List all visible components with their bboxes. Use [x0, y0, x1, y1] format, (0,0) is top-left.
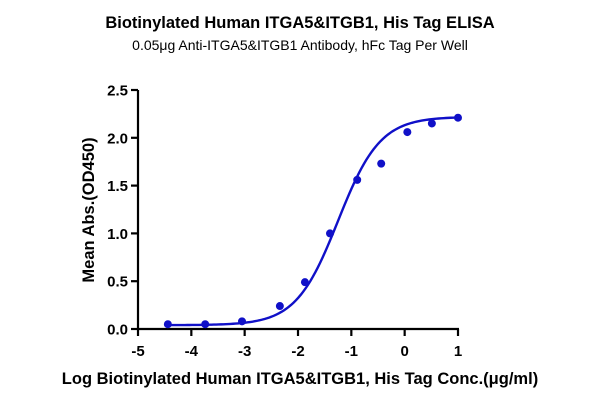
- y-tick-label: 0.5: [107, 274, 128, 291]
- x-tick-label: -4: [185, 343, 199, 360]
- data-point: [326, 229, 334, 238]
- data-point: [353, 175, 362, 184]
- y-tick-label: 1.0: [107, 226, 128, 243]
- y-tick-label: 0.0: [107, 322, 128, 339]
- x-tick-label: 1: [454, 343, 462, 360]
- data-point: [454, 113, 462, 122]
- data-point: [238, 317, 246, 326]
- x-tick-label: -1: [345, 343, 358, 360]
- data-point: [427, 119, 436, 128]
- data-point: [403, 128, 412, 137]
- y-tick-label: 1.5: [107, 178, 128, 195]
- data-point: [300, 278, 309, 287]
- data-points: [163, 113, 462, 329]
- chart-title: Biotinylated Human ITGA5&ITGB1, His Tag …: [105, 14, 495, 32]
- x-tick-label: -3: [238, 343, 251, 360]
- x-tick-label: 0: [400, 343, 408, 360]
- fit-curve: [167, 116, 459, 327]
- chart-axes: 0.0 0.5 1.0 1.5 2.0 2.5 -5 -4 -3 -2 -1 0 1: [107, 83, 462, 361]
- data-point: [275, 302, 284, 311]
- fit-curve-path: [167, 116, 459, 327]
- data-point: [163, 320, 172, 329]
- y-axis-label: Mean Abs.(OD450): [80, 137, 98, 282]
- y-tick-label: 2.0: [107, 130, 128, 147]
- x-tick-label: -5: [131, 343, 144, 360]
- y-tick-label: 2.5: [107, 83, 128, 100]
- chart-subtitle: 0.05μg Anti-ITGA5&ITGB1 Antibody, hFc Ta…: [132, 37, 468, 53]
- x-tick-label: -2: [291, 343, 304, 360]
- x-axis-label: Log Biotinylated Human ITGA5&ITGB1, His …: [61, 370, 539, 388]
- data-point: [201, 320, 210, 329]
- data-point: [377, 159, 386, 168]
